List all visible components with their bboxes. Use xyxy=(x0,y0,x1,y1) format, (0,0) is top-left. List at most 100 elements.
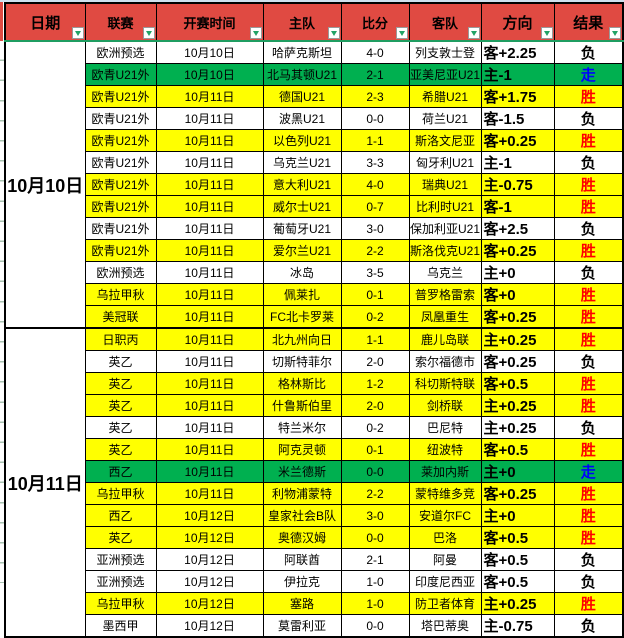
home-cell[interactable]: 冰岛 xyxy=(262,261,342,284)
home-cell[interactable]: 威尔士U21 xyxy=(262,195,342,218)
result-cell[interactable]: 负 xyxy=(553,548,624,571)
result-cell[interactable]: 胜 xyxy=(553,283,624,306)
result-cell[interactable]: 胜 xyxy=(553,504,624,527)
home-cell[interactable]: 塞路 xyxy=(262,592,342,615)
away-cell[interactable]: 瑞典U21 xyxy=(408,173,482,196)
score-cell[interactable]: 3-3 xyxy=(340,151,410,174)
score-cell[interactable]: 1-0 xyxy=(340,570,410,593)
score-cell[interactable]: 0-0 xyxy=(340,526,410,549)
time-cell[interactable]: 10月12日 xyxy=(155,548,264,571)
home-cell[interactable]: 以色列U21 xyxy=(262,129,342,152)
filter-dropdown-icon[interactable] xyxy=(249,27,262,39)
result-cell[interactable]: 负 xyxy=(553,350,624,373)
league-cell[interactable]: 欧青U21外 xyxy=(84,107,157,130)
time-cell[interactable]: 10月12日 xyxy=(155,504,264,527)
away-cell[interactable]: 乌克兰 xyxy=(408,261,482,284)
away-cell[interactable]: 纽波特 xyxy=(408,438,482,461)
time-cell[interactable]: 10月11日 xyxy=(155,394,264,417)
away-cell[interactable]: 巴尼特 xyxy=(408,416,482,439)
league-cell[interactable]: 美冠联 xyxy=(84,305,157,329)
home-cell[interactable]: 波黑U21 xyxy=(262,107,342,130)
home-cell[interactable]: 意大利U21 xyxy=(262,173,342,196)
league-cell[interactable]: 西乙 xyxy=(84,460,157,483)
result-cell[interactable]: 负 xyxy=(553,261,624,284)
time-cell[interactable]: 10月11日 xyxy=(155,482,264,505)
home-cell[interactable]: 莫雷利亚 xyxy=(262,614,342,638)
time-cell[interactable]: 10月11日 xyxy=(155,305,264,329)
league-cell[interactable]: 欧青U21外 xyxy=(84,129,157,152)
direction-cell[interactable]: 主+0.25 xyxy=(480,394,555,417)
score-cell[interactable]: 1-1 xyxy=(340,129,410,152)
result-cell[interactable]: 胜 xyxy=(553,592,624,615)
league-cell[interactable]: 英乙 xyxy=(84,394,157,417)
score-cell[interactable]: 0-0 xyxy=(340,460,410,483)
league-cell[interactable]: 英乙 xyxy=(84,438,157,461)
home-cell[interactable]: 葡萄牙U21 xyxy=(262,217,342,240)
home-cell[interactable]: FC北卡罗莱 xyxy=(262,305,342,329)
time-cell[interactable]: 10月10日 xyxy=(155,63,264,86)
away-cell[interactable]: 比利时U21 xyxy=(408,195,482,218)
away-cell[interactable]: 鹿儿岛联 xyxy=(408,327,482,351)
direction-cell[interactable]: 主+0 xyxy=(480,504,555,527)
result-cell[interactable]: 负 xyxy=(553,40,624,64)
direction-cell[interactable]: 主+0.25 xyxy=(480,416,555,439)
home-cell[interactable]: 伊拉克 xyxy=(262,570,342,593)
away-cell[interactable]: 列支敦士登 xyxy=(408,40,482,64)
league-cell[interactable]: 英乙 xyxy=(84,416,157,439)
league-cell[interactable]: 日职丙 xyxy=(84,327,157,351)
column-header-result[interactable]: 结果 xyxy=(553,2,624,42)
direction-cell[interactable]: 客+0.25 xyxy=(480,129,555,152)
time-cell[interactable]: 10月12日 xyxy=(155,614,264,638)
home-cell[interactable]: 乌克兰U21 xyxy=(262,151,342,174)
time-cell[interactable]: 10月11日 xyxy=(155,283,264,306)
direction-cell[interactable]: 客+0.5 xyxy=(480,526,555,549)
direction-cell[interactable]: 主-0.75 xyxy=(480,173,555,196)
direction-cell[interactable]: 主+0.25 xyxy=(480,327,555,351)
filter-dropdown-icon[interactable] xyxy=(540,27,553,39)
home-cell[interactable]: 阿联酋 xyxy=(262,548,342,571)
away-cell[interactable]: 斯洛伐克U21 xyxy=(408,239,482,262)
direction-cell[interactable]: 客+0 xyxy=(480,283,555,306)
result-cell[interactable]: 负 xyxy=(553,416,624,439)
direction-cell[interactable]: 主-1 xyxy=(480,63,555,86)
time-cell[interactable]: 10月11日 xyxy=(155,350,264,373)
league-cell[interactable]: 欧青U21外 xyxy=(84,63,157,86)
score-cell[interactable]: 2-0 xyxy=(340,394,410,417)
time-cell[interactable]: 10月11日 xyxy=(155,151,264,174)
league-cell[interactable]: 欧洲预选 xyxy=(84,261,157,284)
away-cell[interactable]: 安道尔FC xyxy=(408,504,482,527)
away-cell[interactable]: 阿曼 xyxy=(408,548,482,571)
direction-cell[interactable]: 客+0.5 xyxy=(480,570,555,593)
league-cell[interactable]: 欧青U21外 xyxy=(84,85,157,108)
time-cell[interactable]: 10月11日 xyxy=(155,261,264,284)
result-cell[interactable]: 胜 xyxy=(553,438,624,461)
result-cell[interactable]: 胜 xyxy=(553,372,624,395)
result-cell[interactable]: 胜 xyxy=(553,526,624,549)
league-cell[interactable]: 英乙 xyxy=(84,350,157,373)
result-cell[interactable]: 胜 xyxy=(553,327,624,351)
result-cell[interactable]: 负 xyxy=(553,107,624,130)
column-header-date[interactable]: 日期 xyxy=(4,2,86,42)
time-cell[interactable]: 10月12日 xyxy=(155,570,264,593)
home-cell[interactable]: 利物浦蒙特 xyxy=(262,482,342,505)
league-cell[interactable]: 欧青U21外 xyxy=(84,173,157,196)
result-cell[interactable]: 走 xyxy=(553,63,624,86)
time-cell[interactable]: 10月11日 xyxy=(155,438,264,461)
direction-cell[interactable]: 客+2.25 xyxy=(480,40,555,64)
filter-dropdown-icon[interactable] xyxy=(327,27,340,39)
date-group-cell[interactable]: 10月10日 xyxy=(4,40,86,329)
direction-cell[interactable]: 客+2.5 xyxy=(480,217,555,240)
home-cell[interactable]: 切斯特菲尔 xyxy=(262,350,342,373)
away-cell[interactable]: 索尔福德市 xyxy=(408,350,482,373)
time-cell[interactable]: 10月11日 xyxy=(155,85,264,108)
home-cell[interactable]: 阿克灵顿 xyxy=(262,438,342,461)
league-cell[interactable]: 墨西甲 xyxy=(84,614,157,638)
away-cell[interactable]: 防卫者体育 xyxy=(408,592,482,615)
league-cell[interactable]: 乌拉甲秋 xyxy=(84,283,157,306)
home-cell[interactable]: 米兰德斯 xyxy=(262,460,342,483)
league-cell[interactable]: 欧青U21外 xyxy=(84,239,157,262)
direction-cell[interactable]: 客-1 xyxy=(480,195,555,218)
home-cell[interactable]: 佩莱扎 xyxy=(262,283,342,306)
score-cell[interactable]: 0-1 xyxy=(340,438,410,461)
direction-cell[interactable]: 客+0.25 xyxy=(480,305,555,329)
